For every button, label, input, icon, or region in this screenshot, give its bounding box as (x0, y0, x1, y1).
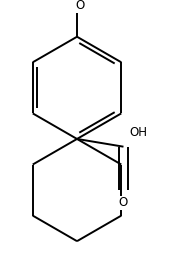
Text: O: O (75, 0, 85, 12)
Text: OH: OH (130, 126, 148, 139)
Text: O: O (119, 196, 128, 209)
